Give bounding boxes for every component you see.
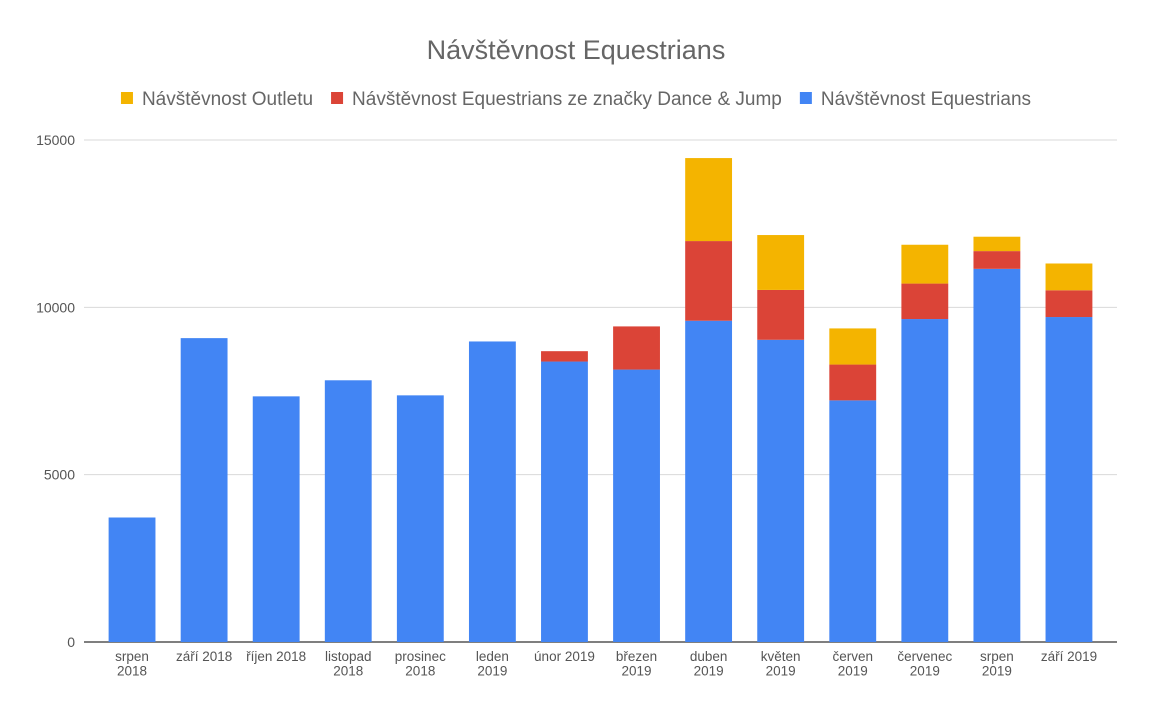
bar-segment <box>1045 290 1093 318</box>
bar-segment <box>613 326 660 370</box>
x-tick-label: srpen <box>115 649 149 664</box>
x-tick-label: leden <box>476 649 509 664</box>
bar-segment <box>901 244 949 284</box>
bar-segment <box>757 289 805 340</box>
bar-segment <box>757 235 805 290</box>
x-tick-label: listopad <box>325 649 372 664</box>
x-tick-label: duben <box>690 649 728 664</box>
x-tick-label: září 2018 <box>176 649 232 664</box>
bar-segment <box>757 339 805 642</box>
legend-item: Návštěvnost Equestrians ze značky Dance … <box>331 89 782 110</box>
bar-segment <box>324 380 372 642</box>
x-tick-label: září 2019 <box>1041 649 1097 664</box>
x-tick-label: 2019 <box>982 664 1012 679</box>
bar-segment <box>541 351 588 362</box>
x-tick-label: květen <box>761 649 801 664</box>
x-tick-label: 2019 <box>910 664 940 679</box>
legend-item: Návštěvnost Equestrians <box>799 89 1031 110</box>
y-tick-label: 5000 <box>44 467 75 483</box>
legend: Návštěvnost Outletu Návštěvnost Equestria… <box>120 89 1031 110</box>
y-tick-label: 15000 <box>36 132 75 148</box>
x-tick-label: 2019 <box>622 664 652 679</box>
bar-segment <box>829 364 877 401</box>
y-axis: 0 5000 10000 15000 <box>36 132 75 650</box>
bars <box>108 158 1093 642</box>
bar-segment <box>468 341 516 642</box>
x-tick-label: 2018 <box>117 664 147 679</box>
x-tick-label: červenec <box>897 649 952 664</box>
bar-segment <box>1045 263 1093 291</box>
bar-segment <box>613 369 660 642</box>
bar-segment <box>541 361 588 642</box>
bar-segment <box>973 251 1021 269</box>
x-tick-label: srpen <box>980 649 1014 664</box>
bar-segment <box>973 268 1021 642</box>
bar-segment <box>901 319 949 642</box>
bar-segment <box>396 395 444 642</box>
bar-segment <box>829 328 877 365</box>
legend-swatch <box>331 92 344 104</box>
legend-item: Návštěvnost Outletu <box>120 89 313 110</box>
legend-label: Návštěvnost Outletu <box>142 89 313 110</box>
x-tick-label: říjen 2018 <box>246 649 306 664</box>
bar-segment <box>973 236 1021 252</box>
x-tick-label: 2019 <box>694 664 724 679</box>
y-tick-label: 0 <box>67 634 75 650</box>
legend-swatch <box>120 92 133 104</box>
x-tick-label: prosinec <box>395 649 446 664</box>
y-tick-label: 10000 <box>36 299 75 315</box>
bar-segment <box>108 517 156 642</box>
x-tick-label: 2019 <box>477 664 507 679</box>
x-tick-label: 2018 <box>405 664 435 679</box>
legend-label: Návštěvnost Equestrians <box>821 89 1031 110</box>
x-tick-label: 2019 <box>838 664 868 679</box>
bar-segment <box>1045 317 1093 642</box>
x-tick-label: červen <box>832 649 873 664</box>
x-tick-label: 2019 <box>766 664 796 679</box>
bar-segment <box>829 400 877 642</box>
bar-segment <box>685 241 733 321</box>
bar-segment <box>685 320 733 642</box>
gridlines <box>84 139 1117 643</box>
bar-segment <box>901 283 949 320</box>
x-tick-label: únor 2019 <box>534 649 595 664</box>
legend-swatch <box>799 92 812 104</box>
bar-segment <box>180 338 228 642</box>
legend-label: Návštěvnost Equestrians ze značky Dance … <box>352 89 782 110</box>
x-tick-label: 2018 <box>333 664 363 679</box>
chart-title: Návštěvnost Equestrians <box>427 35 726 65</box>
bar-segment <box>252 396 300 642</box>
bar-segment <box>685 158 733 242</box>
x-tick-label: březen <box>616 649 657 664</box>
